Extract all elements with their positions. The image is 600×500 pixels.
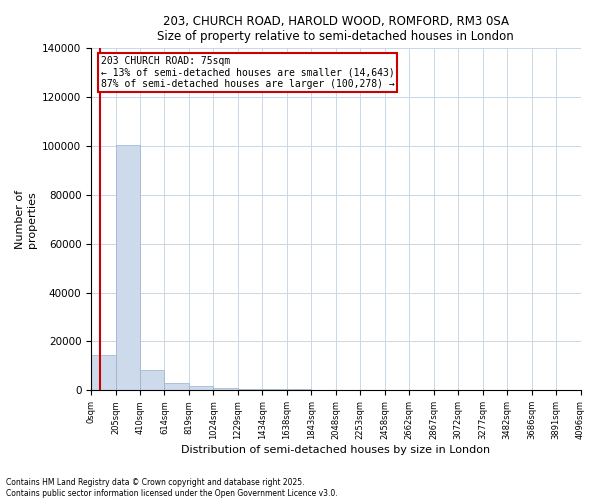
Text: Contains HM Land Registry data © Crown copyright and database right 2025.
Contai: Contains HM Land Registry data © Crown c… [6, 478, 338, 498]
Y-axis label: Number of
properties: Number of properties [15, 190, 37, 249]
Title: 203, CHURCH ROAD, HAROLD WOOD, ROMFORD, RM3 0SA
Size of property relative to sem: 203, CHURCH ROAD, HAROLD WOOD, ROMFORD, … [157, 15, 514, 43]
Bar [91, 354, 116, 390]
Bar [140, 370, 164, 390]
Bar [262, 389, 287, 390]
Bar [116, 146, 140, 390]
Bar [189, 386, 214, 390]
Bar [214, 388, 238, 390]
Bar [164, 382, 189, 390]
Text: 203 CHURCH ROAD: 75sqm
← 13% of semi-detached houses are smaller (14,643)
87% of: 203 CHURCH ROAD: 75sqm ← 13% of semi-det… [101, 56, 394, 89]
Bar [238, 388, 262, 390]
X-axis label: Distribution of semi-detached houses by size in London: Distribution of semi-detached houses by … [181, 445, 490, 455]
